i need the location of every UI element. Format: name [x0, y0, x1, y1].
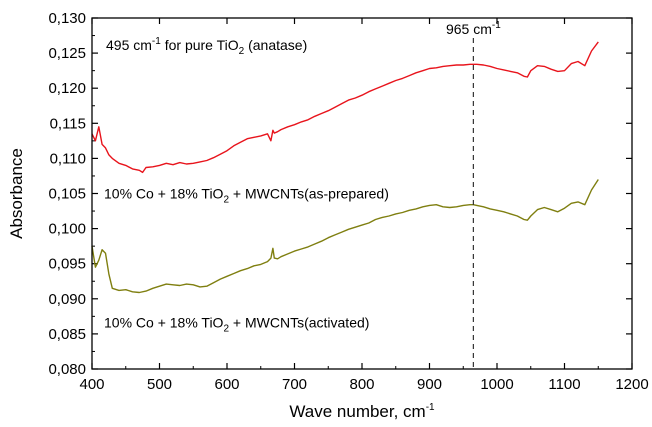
y-tick-label: 0,125 [48, 45, 86, 62]
y-tick-label: 0,100 [48, 221, 86, 238]
series-layer [91, 41, 599, 294]
y-tick-label: 0,130 [48, 10, 86, 27]
x-tick-label: 1200 [615, 376, 648, 393]
series-label-as-prepared: 10% Co + 18% TiO2 + MWCNTs(as-prepared) [104, 185, 389, 205]
x-tick-label: 500 [147, 376, 172, 393]
series-label-as-prepared-part1: 10% Co + 18% TiO [104, 185, 224, 201]
x-axis-title: Wave number, cm-1 [289, 402, 435, 421]
x-tick-label: 800 [349, 376, 374, 393]
series-label-activated-part2: + MWCNTs(activated) [229, 315, 369, 331]
series-line-activated [91, 179, 599, 294]
x-tick-label: 900 [417, 376, 442, 393]
x-tick-label: 700 [282, 376, 307, 393]
reference-line-label: 965 cm-1 [446, 20, 501, 37]
annotation-part3: (anatase) [244, 37, 307, 53]
annotation-sub: 2 [239, 46, 245, 57]
y-axis-title: Absorbance [7, 148, 26, 239]
y-tick-label: 0,080 [48, 361, 86, 378]
x-tick-label: 1100 [548, 376, 580, 393]
x-tick-label: 400 [79, 376, 104, 393]
reference-line-label-text: 965 cm [446, 21, 492, 37]
series-label-activated: 10% Co + 18% TiO2 + MWCNTs(activated) [104, 315, 369, 335]
series-label-as-prepared-sub: 2 [223, 194, 229, 205]
reference-line-label-sup: -1 [492, 20, 501, 31]
y-tick-label: 0,095 [48, 256, 86, 273]
series-label-activated-sub: 2 [223, 324, 229, 335]
series-label-activated-part1: 10% Co + 18% TiO [104, 315, 224, 331]
x-axis-title-text: Wave number, cm [289, 402, 425, 421]
x-axis-title-sup: -1 [426, 402, 435, 413]
y-tick-label: 0,085 [48, 326, 86, 343]
annotation-part2: for pure TiO [161, 37, 239, 53]
series-line-as-prepared [91, 41, 599, 174]
series-label-as-prepared-part2: + MWCNTs(as-prepared) [229, 185, 389, 201]
x-tick-label: 600 [214, 376, 239, 393]
y-tick-label: 0,110 [50, 150, 86, 167]
y-tick-label: 0,115 [50, 115, 86, 132]
y-tick-label: 0,090 [48, 291, 86, 308]
annotation-part1: 495 cm [106, 37, 152, 53]
ticks-layer: 400 500 600 700 800 900 1000 1100 1200 0,080 0,085… [48, 10, 648, 393]
anatase-annotation: 495 cm-1 for pure TiO2 (anatase) [106, 36, 307, 57]
y-tick-label: 0,105 [48, 186, 86, 203]
plot-frame [91, 17, 633, 370]
y-tick-label: 0,120 [48, 80, 86, 97]
annotation-sup: -1 [152, 36, 161, 47]
x-tick-label: 1000 [480, 376, 513, 393]
